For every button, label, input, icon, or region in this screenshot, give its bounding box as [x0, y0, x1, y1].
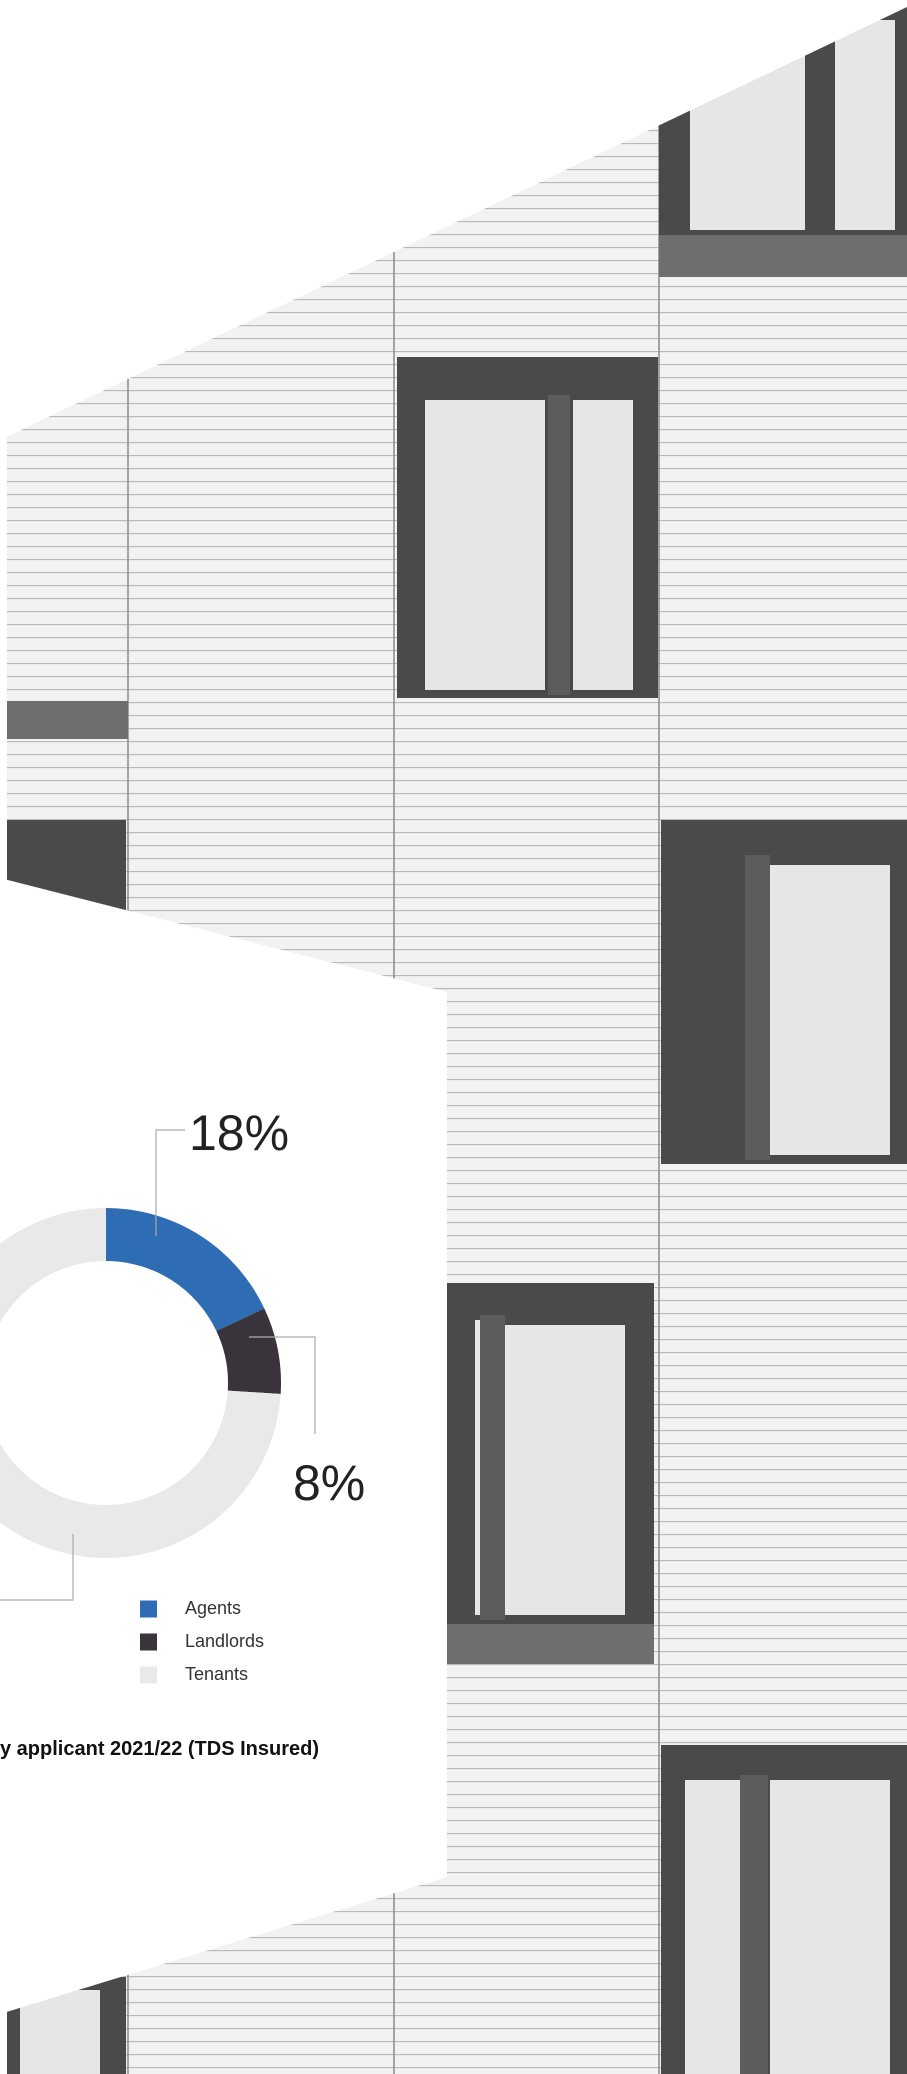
legend-swatch — [140, 1600, 157, 1618]
value-label: 18% — [189, 1105, 289, 1161]
white-area — [0, 0, 907, 440]
legend-label: Tenants — [185, 1664, 248, 1684]
leader-line — [155, 1129, 185, 1236]
donut — [0, 1208, 281, 1558]
legend-swatch — [140, 1633, 157, 1651]
leader-line — [0, 1534, 74, 1601]
legend-label: Agents — [185, 1598, 241, 1618]
slice — [106, 1208, 265, 1332]
legend-label: Landlords — [185, 1631, 264, 1651]
leader-line — [249, 1336, 316, 1434]
chart-title: y applicant 2021/22 (TDS Insured) — [0, 1738, 319, 1760]
slice — [0, 1208, 281, 1558]
value-label: 8% — [293, 1455, 365, 1511]
legend-swatch — [140, 1666, 157, 1684]
slice — [216, 1308, 281, 1394]
